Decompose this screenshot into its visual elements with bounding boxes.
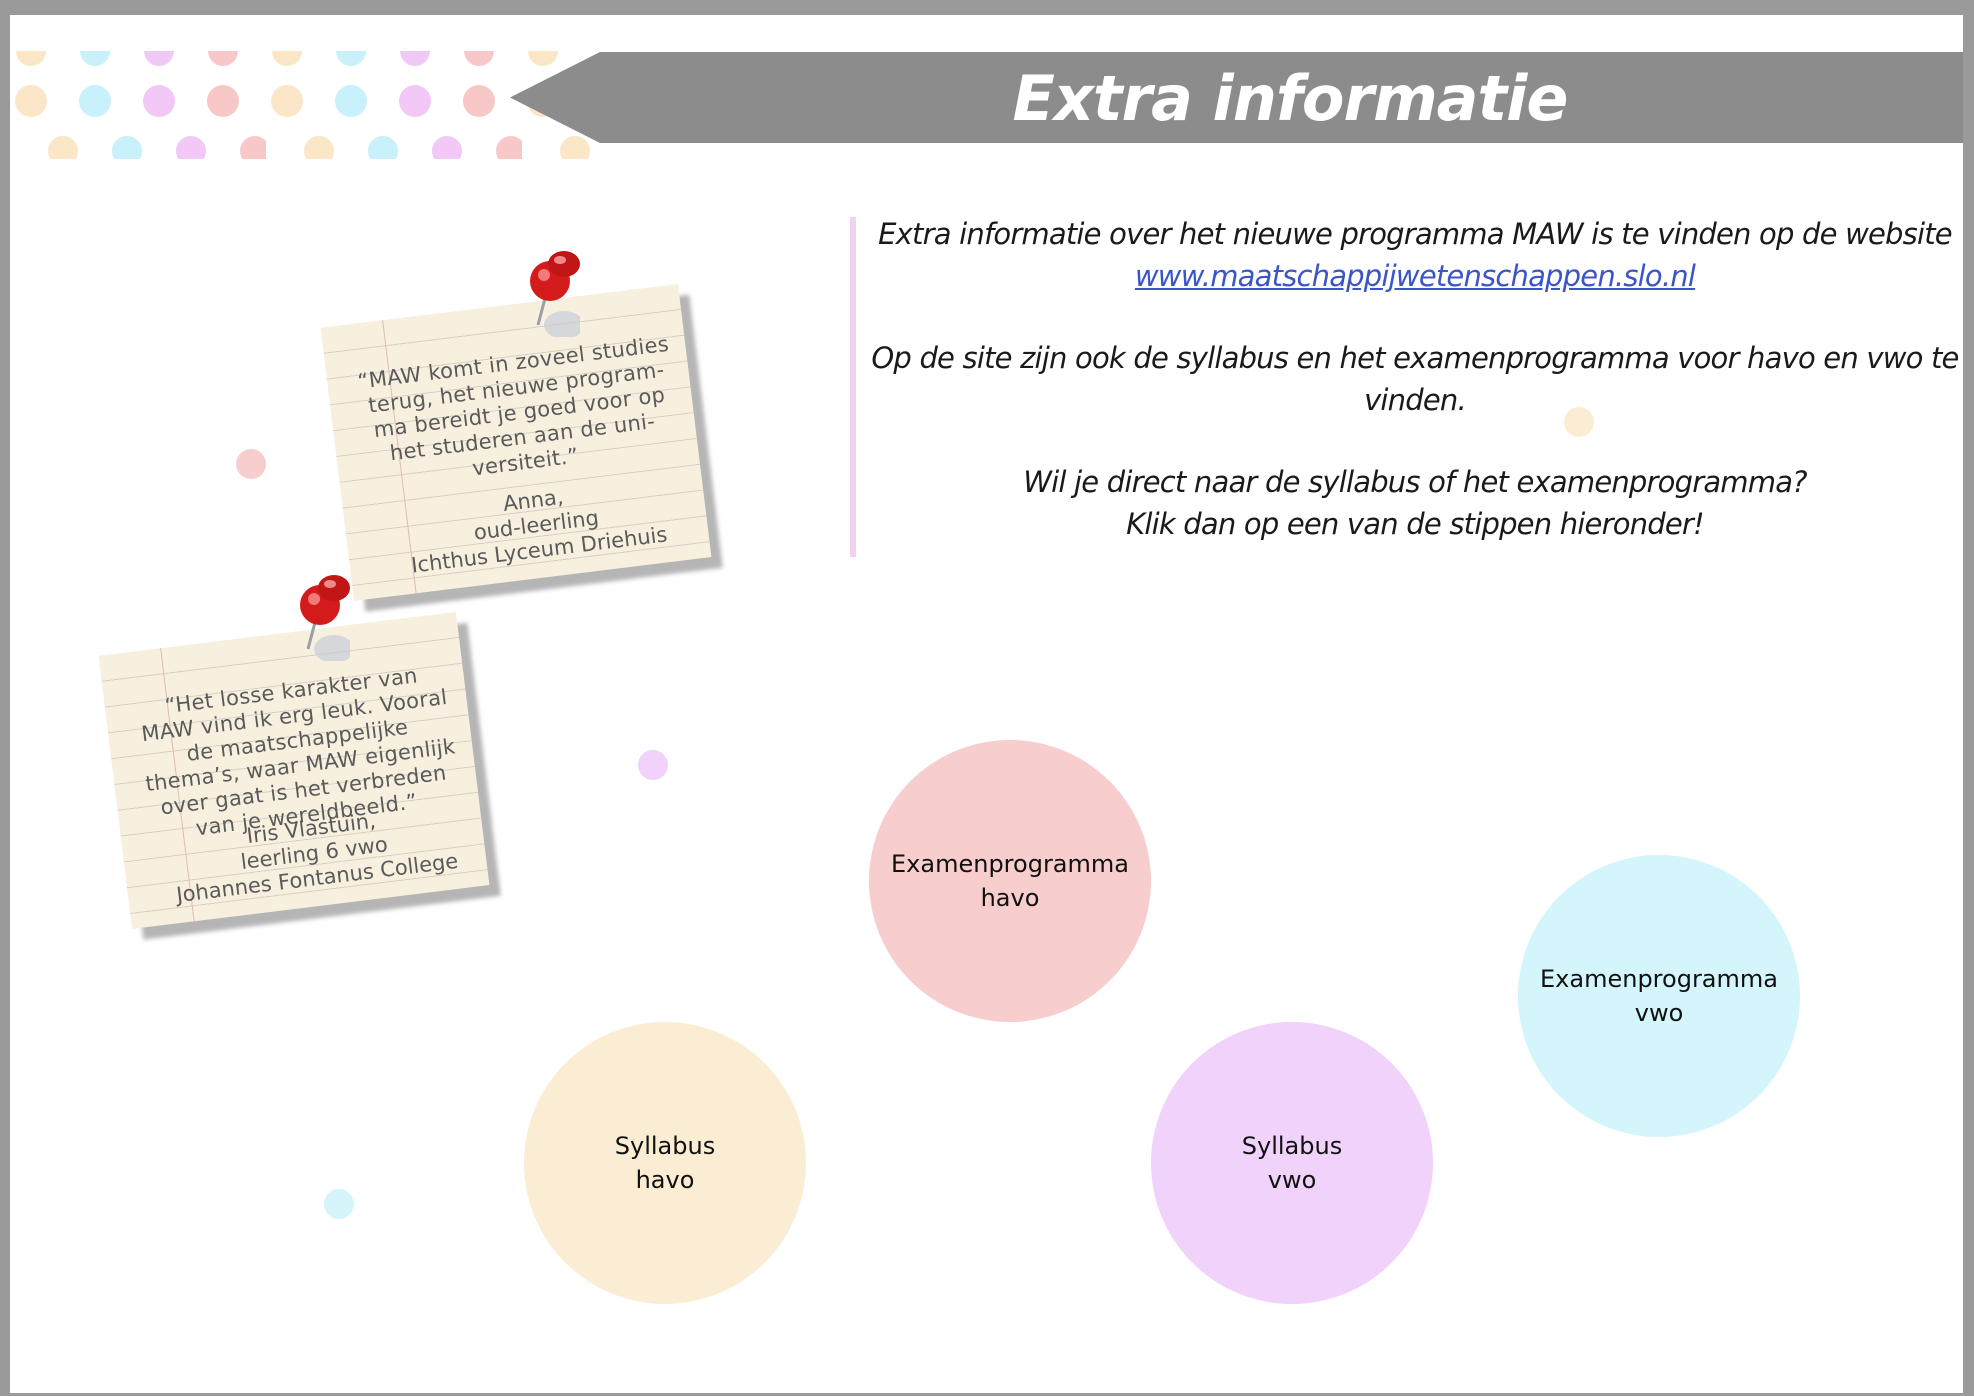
website-link[interactable]: www.maatschappijwetenschappen.slo.nl — [1134, 259, 1696, 293]
syllabus-havo-label: Syllabus havo — [614, 1132, 716, 1194]
decorative-dot-lilac — [638, 750, 668, 780]
info-line-instruction: Klik dan op een van de stippen hieronder… — [1126, 507, 1704, 541]
info-divider — [850, 217, 856, 557]
syllabus-vwo-button[interactable]: Syllabus vwo — [1151, 1022, 1433, 1304]
info-line-question: Wil je direct naar de syllabus of het ex… — [1023, 465, 1807, 499]
polka-dot-banner — [10, 51, 590, 159]
examenprogramma-vwo-button[interactable]: Examenprogramma vwo — [1518, 855, 1800, 1137]
examenprogramma-vwo-label: Examenprogramma vwo — [1540, 965, 1778, 1027]
syllabus-vwo-label: Syllabus vwo — [1241, 1132, 1343, 1194]
pushpin-icon — [530, 251, 580, 337]
page-title: Extra informatie — [1012, 62, 1569, 135]
decorative-dot-peach — [1564, 407, 1594, 437]
slide: Extra informatie Extra informatie over h… — [10, 15, 1963, 1393]
info-text-block: Extra informatie over het nieuwe program… — [865, 213, 1963, 585]
info-line-website: Extra informatie over het nieuwe program… — [878, 217, 1952, 251]
info-line-syllabus: Op de site zijn ook de syllabus en het e… — [871, 341, 1959, 417]
decorative-dot-pink — [236, 449, 266, 479]
pushpin-icon — [300, 575, 350, 661]
examenprogramma-havo-button[interactable]: Examenprogramma havo — [869, 740, 1151, 1022]
quote-text: “MAW komt in zoveel studies terug, het n… — [356, 331, 671, 481]
decorative-dot-cyan — [324, 1189, 354, 1219]
examenprogramma-havo-label: Examenprogramma havo — [891, 850, 1129, 912]
header-banner — [510, 52, 1963, 143]
quote-note-anna: “MAW komt in zoveel studies terug, het n… — [320, 284, 712, 601]
syllabus-havo-button[interactable]: Syllabus havo — [524, 1022, 806, 1304]
